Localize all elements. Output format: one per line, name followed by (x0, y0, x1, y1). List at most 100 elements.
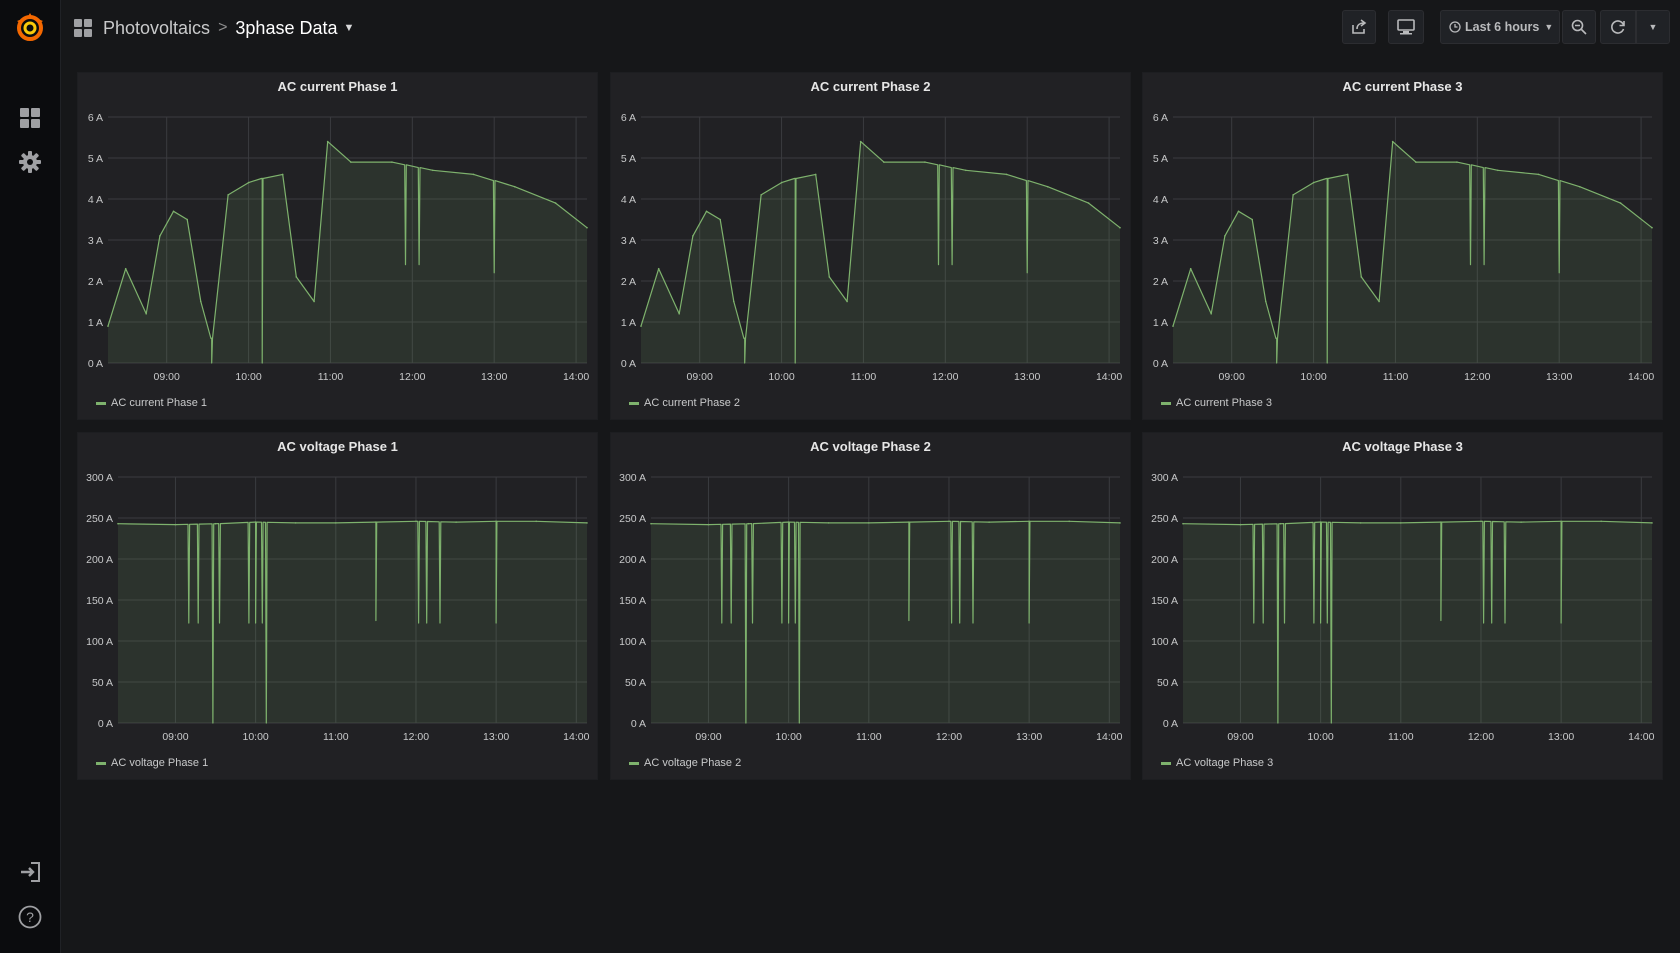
series-point (988, 521, 990, 523)
y-tick-label: 50 A (1157, 677, 1178, 689)
time-range-label: Last 6 hours (1465, 20, 1540, 34)
x-tick-label: 09:00 (1227, 731, 1253, 743)
x-tick-label: 13:00 (481, 371, 507, 383)
y-tick-label: 3 A (621, 235, 636, 247)
panel-ac-current-phase-2[interactable]: 0 A 1 A 2 A 3 A 4 A 5 A 6 A 09:00 10:00 11:00 12:0… (610, 72, 1131, 420)
series-area (1183, 521, 1652, 723)
series-area (118, 521, 587, 723)
folder-link[interactable]: Photovoltaics (103, 17, 211, 38)
series-point (924, 161, 926, 163)
series-point (313, 300, 315, 303)
refresh-button[interactable] (1600, 10, 1636, 44)
legend-item[interactable]: AC current Phase 2 (629, 397, 740, 409)
y-tick-label: 100 A (1151, 636, 1178, 648)
legend-swatch (96, 401, 106, 405)
time-range-picker[interactable]: Last 6 hours ▼ (1440, 10, 1560, 44)
chart-ac-current-phase-3: 0 A 1 A 2 A 3 A 4 A 5 A 6 A 09:00 10:00 11:00 12:0… (1153, 112, 1655, 383)
series-point (1172, 325, 1174, 327)
tv-mode-button[interactable] (1388, 10, 1424, 44)
panel-title[interactable]: AC current Phase 1 (277, 79, 398, 94)
panel-title[interactable]: AC voltage Phase 1 (277, 439, 398, 454)
series-point (1292, 194, 1294, 196)
series-point (214, 522, 217, 525)
y-tick-label: 50 A (92, 677, 113, 689)
grafana-logo-icon[interactable] (10, 8, 50, 48)
series-point (535, 520, 537, 523)
panel-title[interactable]: AC current Phase 3 (1342, 79, 1463, 94)
x-tick-label: 14:00 (1096, 731, 1122, 743)
panel-ac-voltage-phase-2[interactable]: 0 A 50 A 100 A 150 A 200 A 250 A 300 A 09:00 10:… (610, 432, 1131, 780)
panel-ac-current-phase-1[interactable]: 0 A 1 A 2 A 3 A 4 A 5 A 6 A 09:00 10:00 11:00 12:0… (77, 72, 598, 420)
series-point (1189, 267, 1192, 270)
series-point (814, 173, 817, 176)
series-point (1651, 226, 1653, 229)
series-point (472, 173, 475, 176)
zoom-out-icon (1571, 19, 1587, 35)
panel-ac-voltage-phase-1[interactable]: 0 A 50 A 100 A 150 A 200 A 250 A 300 A 09:00 10:… (77, 432, 598, 780)
y-tick-label: 2 A (88, 276, 103, 288)
legend-swatch (629, 761, 639, 765)
panel-title[interactable]: AC current Phase 2 (810, 79, 931, 94)
dashboard-navbar: Photovoltaics > 3phase Data ▼ (60, 0, 1680, 56)
panel-ac-voltage-phase-3[interactable]: 0 A 50 A 100 A 150 A 200 A 250 A 300 A 09:00 10:… (1142, 432, 1663, 780)
x-tick-label: 13:00 (1546, 371, 1572, 383)
x-tick-label: 12:00 (399, 371, 425, 383)
legend-item[interactable]: AC voltage Phase 3 (1161, 757, 1273, 769)
dashboard-title[interactable]: 3phase Data (235, 17, 338, 38)
zoom-out-button[interactable] (1562, 10, 1596, 44)
y-tick-label: 50 A (625, 677, 646, 689)
series-area (651, 521, 1120, 723)
series-point (1391, 140, 1394, 143)
svg-text:?: ? (26, 909, 34, 925)
dashboards-grid-icon[interactable] (16, 104, 44, 132)
legend-item[interactable]: AC voltage Phase 2 (629, 757, 741, 769)
x-tick-label: 10:00 (242, 731, 268, 743)
dashboards-grid-icon[interactable] (74, 18, 93, 38)
breadcrumb: Photovoltaics > 3phase Data ▼ (74, 14, 354, 42)
panel-ac-current-phase-3[interactable]: 0 A 1 A 2 A 3 A 4 A 5 A 6 A 09:00 10:00 11:00 12:0… (1142, 72, 1663, 420)
x-tick-label: 12:00 (403, 731, 429, 743)
x-tick-label: 14:00 (563, 731, 589, 743)
refresh-interval-dropdown[interactable]: ▼ (1636, 10, 1670, 44)
help-icon[interactable]: ? (16, 903, 44, 931)
series-point (350, 161, 352, 163)
x-tick-label: 12:00 (932, 371, 958, 383)
series-point (1119, 522, 1121, 524)
y-tick-label: 300 A (1151, 472, 1178, 484)
series-point (326, 140, 329, 143)
series-point (827, 522, 830, 524)
series-point (1265, 300, 1267, 303)
legend-item[interactable]: AC current Phase 3 (1161, 397, 1272, 409)
series-line (650, 520, 1121, 724)
series-point (586, 226, 588, 229)
panel-title[interactable]: AC voltage Phase 3 (1342, 439, 1463, 454)
series-point (883, 161, 885, 163)
series-point (908, 521, 910, 523)
legend-item[interactable]: AC current Phase 1 (96, 397, 207, 409)
series-point (124, 267, 127, 270)
series-point (261, 177, 263, 180)
legend-label: AC voltage Phase 3 (1176, 757, 1274, 769)
x-tick-label: 12:00 (1464, 371, 1490, 383)
series-point (335, 522, 337, 524)
chart-ac-current-phase-1: 0 A 1 A 2 A 3 A 4 A 5 A 6 A 09:00 10:00 11:00 12:0… (88, 112, 590, 383)
x-tick-label: 14:00 (563, 371, 589, 383)
y-tick-label: 6 A (621, 112, 636, 124)
series-point (554, 202, 557, 204)
legend-item[interactable]: AC voltage Phase 1 (96, 757, 208, 769)
y-tick-label: 0 A (1163, 718, 1178, 730)
y-tick-label: 1 A (1153, 317, 1168, 329)
series-point (186, 218, 188, 221)
sign-in-icon[interactable] (16, 858, 44, 886)
series-point (1456, 161, 1458, 163)
series-point (1346, 173, 1349, 176)
gear-icon[interactable] (16, 148, 44, 176)
series-point (787, 521, 790, 523)
y-tick-label: 4 A (1153, 194, 1168, 206)
share-button[interactable] (1342, 10, 1376, 44)
chevron-down-icon: ▼ (1648, 22, 1658, 32)
panel-title[interactable]: AC voltage Phase 2 (810, 439, 931, 454)
x-tick-label: 10:00 (768, 371, 794, 383)
chevron-down-icon[interactable]: ▼ (343, 22, 355, 34)
series-point (1005, 173, 1008, 176)
